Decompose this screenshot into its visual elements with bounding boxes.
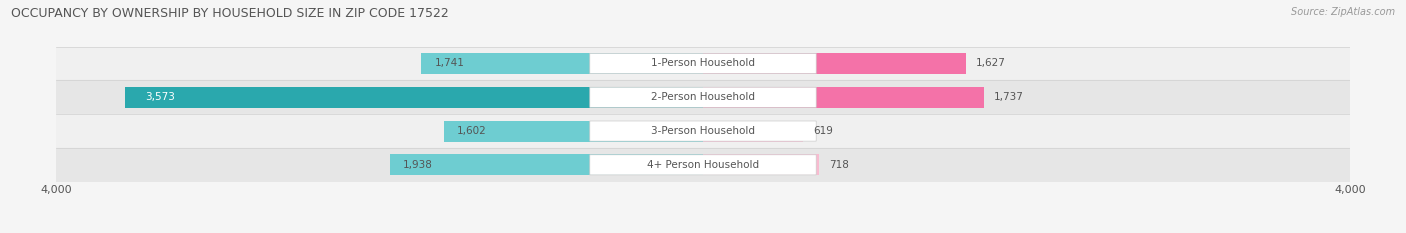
Bar <box>56 47 1350 80</box>
Bar <box>125 87 703 108</box>
Bar <box>389 154 703 175</box>
Text: 718: 718 <box>828 160 849 170</box>
Text: 1-Person Household: 1-Person Household <box>651 58 755 69</box>
Text: 1,741: 1,741 <box>434 58 464 69</box>
Text: 1,602: 1,602 <box>457 126 486 136</box>
Bar <box>703 53 966 74</box>
Text: 1,938: 1,938 <box>402 160 433 170</box>
Bar <box>703 87 984 108</box>
Text: 619: 619 <box>813 126 832 136</box>
Bar <box>703 154 820 175</box>
Text: 2-Person Household: 2-Person Household <box>651 92 755 102</box>
Text: Source: ZipAtlas.com: Source: ZipAtlas.com <box>1291 7 1395 17</box>
Text: 3-Person Household: 3-Person Household <box>651 126 755 136</box>
FancyBboxPatch shape <box>589 87 817 107</box>
Bar <box>444 121 703 141</box>
Bar <box>422 53 703 74</box>
Bar <box>56 114 1350 148</box>
Bar <box>56 80 1350 114</box>
Legend: Owner-occupied, Renter-occupied: Owner-occupied, Renter-occupied <box>583 232 823 233</box>
Text: 1,737: 1,737 <box>994 92 1024 102</box>
Bar <box>703 121 803 141</box>
Text: 4+ Person Household: 4+ Person Household <box>647 160 759 170</box>
Text: OCCUPANCY BY OWNERSHIP BY HOUSEHOLD SIZE IN ZIP CODE 17522: OCCUPANCY BY OWNERSHIP BY HOUSEHOLD SIZE… <box>11 7 449 20</box>
FancyBboxPatch shape <box>589 53 817 74</box>
Text: 1,627: 1,627 <box>976 58 1005 69</box>
Bar <box>56 148 1350 182</box>
FancyBboxPatch shape <box>589 155 817 175</box>
Text: 3,573: 3,573 <box>145 92 174 102</box>
FancyBboxPatch shape <box>589 121 817 141</box>
